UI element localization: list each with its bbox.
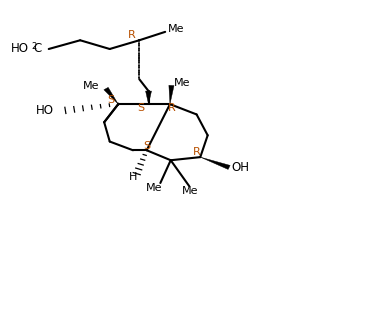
Polygon shape xyxy=(200,157,230,169)
Text: S: S xyxy=(137,103,144,113)
Text: Me: Me xyxy=(182,186,198,196)
Text: HO: HO xyxy=(36,104,54,117)
Text: Me: Me xyxy=(83,81,100,91)
Text: Me: Me xyxy=(168,24,185,34)
Polygon shape xyxy=(145,91,151,104)
Text: Me: Me xyxy=(146,183,162,193)
Text: HO: HO xyxy=(11,42,29,54)
Text: R: R xyxy=(128,30,136,40)
Text: S: S xyxy=(143,141,150,151)
Text: R: R xyxy=(168,103,175,113)
Text: S: S xyxy=(107,95,114,105)
Text: C: C xyxy=(33,42,42,54)
Text: OH: OH xyxy=(232,161,250,174)
Text: H: H xyxy=(129,172,137,182)
Polygon shape xyxy=(169,85,174,104)
Text: 2: 2 xyxy=(31,42,36,51)
Text: Me: Me xyxy=(174,78,190,88)
Polygon shape xyxy=(104,87,118,104)
Text: R: R xyxy=(193,147,200,157)
